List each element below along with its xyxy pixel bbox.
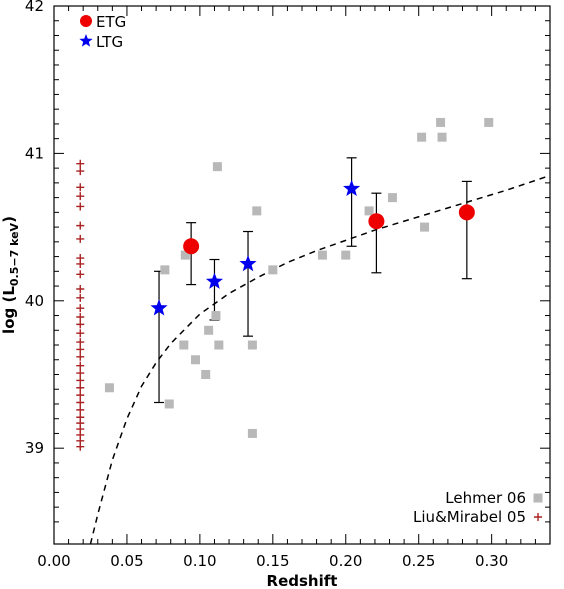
y-axis-title: log (L0.5−7 keV) (0, 216, 21, 334)
liu-mirabel-point (76, 352, 85, 361)
lehmer-point (437, 132, 447, 142)
y-tick-label: 41 (25, 144, 44, 162)
liu-mirabel-point (76, 270, 85, 279)
ltg-point (150, 299, 168, 316)
model-curve (89, 174, 551, 545)
y-tick-label: 40 (25, 292, 44, 310)
lehmer-point (364, 206, 374, 216)
lehmer-point (212, 162, 222, 172)
legend-star-icon (79, 34, 93, 47)
liu-mirabel-point (76, 313, 85, 322)
x-tick-label: 0.10 (183, 552, 216, 570)
x-tick-label: 0.15 (256, 552, 289, 570)
legend-plus-icon (534, 513, 542, 521)
liu-mirabel-point (76, 192, 85, 201)
ltg-point (239, 254, 257, 272)
liu-mirabel-point (76, 320, 85, 329)
liu-mirabel-point (76, 293, 85, 302)
x-tick-label: 0.25 (402, 552, 435, 570)
liu-mirabel-point (76, 369, 85, 378)
x-tick-label: 0.30 (475, 552, 508, 570)
lehmer-point (180, 250, 190, 260)
etg-point (458, 204, 475, 221)
liu-mirabel-point (76, 383, 85, 392)
y-axis-title-main: log (L (0, 286, 18, 334)
lehmer-point (211, 311, 221, 321)
liu-mirabel-point (76, 285, 85, 294)
liu-mirabel-point (76, 167, 85, 176)
liu-mirabel-point (76, 159, 85, 168)
lehmer-point (420, 222, 430, 232)
lehmer-point (268, 265, 278, 275)
lehmer-point (191, 355, 201, 365)
x-tick-label: 0.05 (110, 552, 143, 570)
liu-mirabel-point (76, 376, 85, 385)
lehmer-point (201, 369, 211, 379)
plot-frame (53, 5, 551, 545)
lehmer-point (164, 399, 174, 409)
ltg-point (343, 179, 361, 197)
liu-mirabel-point (76, 221, 85, 230)
lehmer-point (436, 117, 446, 127)
lehmer-point (160, 265, 170, 275)
lehmer-point (341, 250, 351, 260)
x-tick-label: 0.00 (37, 552, 70, 570)
etg-point (183, 238, 200, 255)
legend-label: Liu&Mirabel 05 (413, 508, 526, 526)
liu-mirabel-point (76, 234, 85, 243)
lehmer-point (417, 132, 427, 142)
lehmer-point (247, 428, 257, 438)
liu-mirabel-point (76, 304, 85, 313)
liu-mirabel-point (76, 202, 85, 211)
y-axis-title-close: ) (0, 216, 18, 223)
curve-layer (89, 174, 551, 545)
legend-top: ETG LTG (79, 13, 126, 51)
liu-mirabel-point (76, 259, 85, 268)
legend-circle-icon (80, 15, 92, 27)
lehmer-point (104, 383, 114, 393)
lehmer-point (252, 206, 262, 216)
legend-label: LTG (96, 33, 123, 51)
liu-mirabel-point (76, 398, 85, 407)
x-tick-label: 0.20 (329, 552, 362, 570)
lehmer-point (484, 117, 494, 127)
lehmer-point (204, 325, 214, 335)
liu-mirabel-point (76, 338, 85, 347)
etg-point (368, 213, 385, 230)
liu-mirabel-point (76, 183, 85, 192)
lehmer-point (247, 340, 257, 350)
lehmer-point (387, 193, 397, 203)
y-tick-label: 42 (25, 0, 44, 15)
lehmer-point (179, 340, 189, 350)
liu-mirabel-point (76, 405, 85, 414)
liu-mirabel-point (76, 361, 85, 370)
liu-mirabel-point (76, 345, 85, 354)
ltg-point (205, 272, 224, 289)
legend-label: Lehmer 06 (445, 489, 526, 507)
liu-mirabel-point (76, 442, 85, 451)
y-axis-title-sub: 0.5−7 keV (8, 222, 21, 286)
tick-layer: 0.00 0.05 0.10 0.15 0.20 0.25 0.30 39 40 41 42 (25, 0, 550, 570)
x-axis-title: Redshift (267, 572, 338, 589)
legend-square-icon (533, 493, 543, 503)
liu-mirabel-point (76, 391, 85, 400)
legend-label: ETG (96, 13, 126, 31)
marker-layer (76, 117, 494, 451)
errorbar-layer (154, 157, 472, 404)
y-tick-label: 39 (25, 439, 44, 457)
lehmer-point (214, 340, 224, 350)
lehmer-point (317, 250, 327, 260)
liu-mirabel-point (76, 329, 85, 338)
